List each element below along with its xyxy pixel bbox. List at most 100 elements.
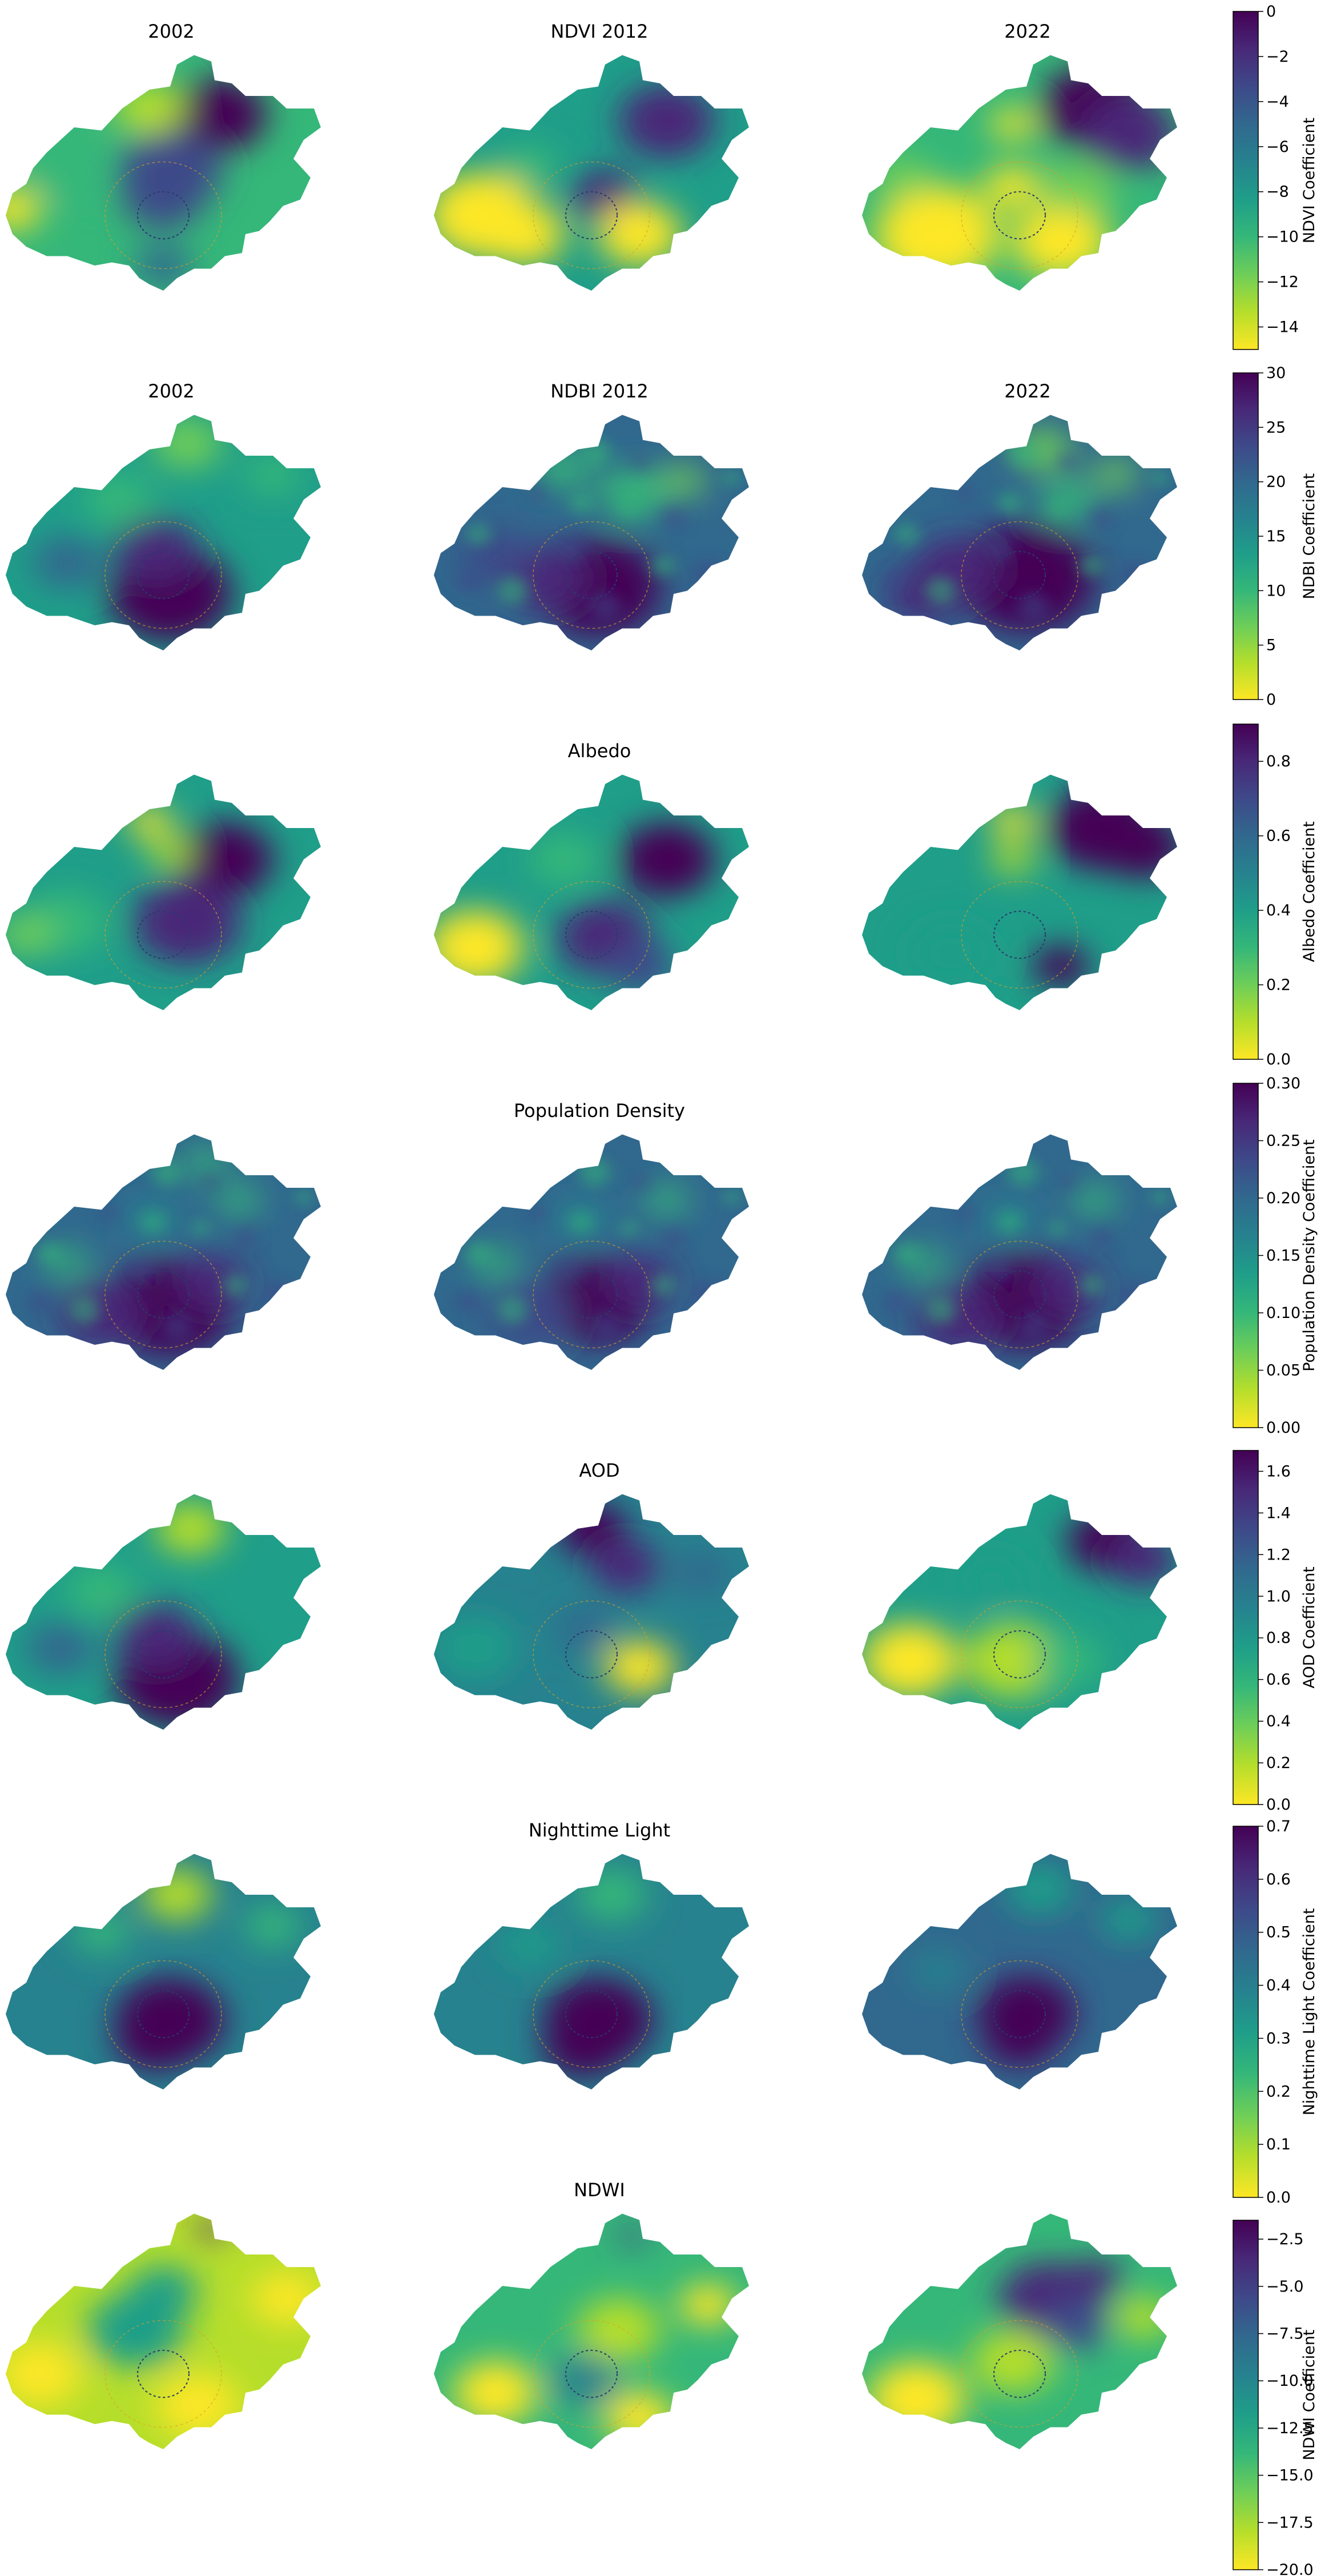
ring-road-outer-ndvi-2012 [533,161,650,270]
map-ndwi-2012 [434,2213,749,2449]
colorbar-tick-label-ntl-1: 0.6 [1266,1871,1291,1888]
texture-dot-popdens-2012-0 [446,1142,463,1158]
map-ndwi-2022 [862,2213,1177,2449]
field-blob-popdens-2012-4 [646,1184,687,1217]
texture-dot-ndbi-2022-16 [884,570,908,593]
field-blob-ndvi-2022-1 [1081,96,1177,171]
texture-dot-ndbi-2022-9 [1151,469,1169,486]
texture-dot-popdens-2022-13 [1080,1274,1104,1296]
texture-dot-ndbi-2022-8 [1018,592,1049,621]
field-blob-aod-2022-5 [958,1552,1026,1606]
ring-road-outer-popdens-2002 [104,1240,222,1349]
texture-dot-popdens-2012-6 [631,1174,648,1189]
field-blob-ntl-2002-4 [245,1904,300,1948]
map-aod-2012 [434,1494,749,1730]
field-blob-ndwi-2022-3 [972,2329,1054,2394]
ring-road-outer-ndwi-2012 [533,2320,650,2428]
field-blob-aod-2022-2 [862,1623,958,1698]
texture-dot-popdens-2002-1 [141,1211,165,1233]
panel-title-ndwi-1: NDWI [574,2179,625,2201]
texture-dot-popdens-2002-11 [254,1327,285,1356]
field-blob-ndbi-2012-4 [663,464,704,497]
colorbar-tick-label-popdens-5: 0.05 [1266,1362,1300,1380]
field-blob-ndbi-2022-4 [1095,458,1136,491]
field-blob-ndvi-2002-1 [115,82,184,135]
texture-dot-popdens-2022-16 [884,1289,908,1312]
colorbar-ntl [1233,1826,1259,2198]
field-blob-popdens-2022-2 [1033,1261,1102,1315]
colorbar-tick-label-albedo-2: 0.4 [1266,902,1291,919]
texture-dot-popdens-2022-9 [1151,1189,1169,1205]
field-blob-ndvi-2002-4 [6,187,40,231]
map-aod-2022 [862,1494,1177,1730]
colorbar-tick-label-ndbi-6: 0 [1266,691,1276,709]
colorbar-tick-label-ndbi-3: 15 [1266,528,1286,545]
ring-road-inner-aod-2022 [993,1630,1046,1679]
texture-dot-popdens-2012-10 [559,1258,583,1281]
texture-dot-popdens-2022-7 [895,1243,919,1265]
ring-road-outer-popdens-2022 [961,1240,1078,1349]
field-blob-ndwi-2002-4 [252,2272,321,2325]
texture-dot-popdens-2002-6 [203,1174,220,1189]
ring-road-inner-ndbi-2012 [565,550,618,600]
field-blob-ntl-2022-1 [985,2012,1054,2066]
texture-dot-ndbi-2022-2 [1121,561,1151,589]
texture-dot-popdens-2002-17 [151,1158,182,1187]
colorbar-tick-label-ndwi-4: −12.5 [1266,2420,1314,2437]
texture-dot-popdens-2002-12 [100,1205,117,1221]
map-aod-2002 [6,1494,321,1730]
field-blob-albedo-2022-3 [992,843,1033,876]
field-blob-popdens-2002-4 [218,1184,259,1217]
field-blob-ndbi-2002-1 [115,517,198,582]
texture-dot-ndbi-2022-13 [1080,554,1104,577]
texture-dot-ndbi-2012-15 [621,501,638,517]
texture-dot-popdens-2022-11 [1110,1327,1141,1356]
field-blob-ndvi-2022-4 [876,186,999,283]
map-popdens-2002 [6,1134,321,1370]
field-blob-albedo-2012-4 [605,939,674,993]
field-blob-ntl-2002-3 [74,1911,129,1954]
field-blob-popdens-2002-6 [184,1146,225,1179]
field-blob-ndvi-2012-2 [619,83,715,159]
ring-road-inner-ndwi-2012 [565,2349,618,2398]
colorbar-tick-label-aod-3: 1.0 [1266,1588,1291,1605]
map-ntl-2012 [434,1854,749,2089]
texture-dot-popdens-2002-13 [223,1274,247,1296]
field-blob-ndvi-2022-3 [985,166,1040,208]
ring-road-outer-popdens-2012 [533,1240,650,1349]
texture-dot-ndbi-2012-9 [723,469,740,486]
colorbar-albedo [1233,724,1259,1060]
field-blob-aod-2002-2 [156,1502,225,1556]
texture-dot-popdens-2002-10 [131,1258,155,1281]
texture-dot-popdens-2002-2 [264,1280,295,1309]
panel-title-aod-1: AOD [579,1460,619,1481]
field-blob-ndwi-2012-0 [578,2297,660,2362]
map-ndvi-2022 [862,55,1177,291]
map-albedo-2022 [862,774,1177,1010]
colorbar-tick-label-ntl-6: 0.1 [1266,2136,1291,2153]
colorbar-tick-label-ndvi-0: 0 [1266,3,1276,21]
ring-road-inner-aod-2002 [136,1630,190,1679]
texture-dot-popdens-2002-14 [59,1142,90,1171]
colorbar-popdens [1233,1083,1259,1428]
panel-title-ndvi-0: 2002 [148,21,194,42]
texture-dot-ndbi-2022-11 [1110,608,1141,637]
field-blob-ndvi-2022-2 [992,108,1033,140]
colorbar-tick-label-ntl-2: 0.5 [1266,1924,1291,1942]
ring-road-inner-popdens-2022 [993,1270,1046,1319]
ring-road-inner-ndvi-2002 [136,191,190,240]
texture-dot-ndbi-2022-1 [997,492,1021,514]
ring-road-outer-aod-2012 [533,1600,650,1709]
colorbar-tick-label-ndwi-1: −5.0 [1266,2278,1304,2296]
texture-dot-popdens-2022-4 [1090,1227,1114,1249]
colorbar-tick-label-albedo-0: 0.8 [1266,753,1291,770]
texture-dot-ndbi-2012-6 [631,454,648,470]
ring-road-outer-albedo-2022 [961,881,1078,989]
field-blob-ntl-2012-1 [543,2013,626,2078]
texture-dot-ndbi-2022-3 [966,438,984,455]
panel-title-albedo-1: Albedo [568,740,631,762]
panel-title-ndvi-1: NDVI 2012 [551,21,649,42]
texture-dot-ndbi-2022-4 [1090,507,1114,530]
texture-dot-ndbi-2012-10 [559,538,583,561]
colorbar-tick-label-ntl-5: 0.2 [1266,2083,1291,2100]
